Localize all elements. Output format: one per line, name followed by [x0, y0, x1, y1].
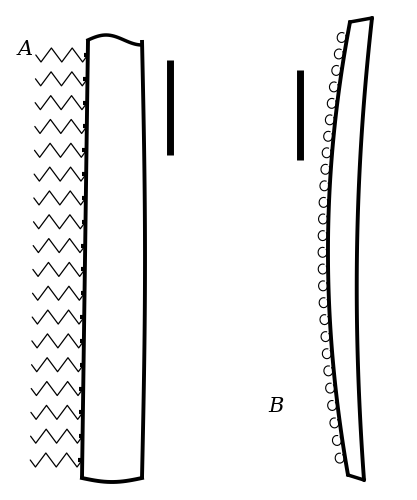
Text: B: B	[268, 397, 284, 416]
Polygon shape	[82, 40, 145, 478]
Text: A: A	[18, 40, 33, 59]
Polygon shape	[328, 18, 372, 480]
